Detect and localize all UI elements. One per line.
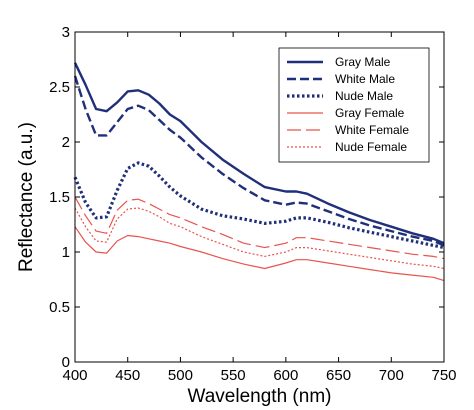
- x-tick-label: 450: [115, 367, 140, 384]
- legend-label: White Male: [335, 72, 395, 86]
- x-tick-label: 500: [168, 367, 193, 384]
- x-tick-label: 750: [431, 367, 456, 384]
- y-axis-label: Reflectance (a.u.): [16, 122, 37, 272]
- y-tick-label: 0.5: [49, 299, 70, 316]
- x-tick-label: 550: [221, 367, 246, 384]
- series-line-white-female: [74, 196, 445, 260]
- x-tick-label: 400: [62, 367, 87, 384]
- legend-label: Nude Female: [335, 140, 407, 154]
- x-tick-label: 650: [326, 367, 351, 384]
- y-tick-label: 1.5: [49, 189, 70, 206]
- legend: Gray Male White Male Nude Male Gray Female W…: [278, 47, 430, 163]
- y-axis-ticks: 0 0.5 1 1.5 2 2.5 3: [49, 24, 444, 371]
- series-line-nude-male: [73, 161, 445, 250]
- plot-frame: [74, 31, 445, 363]
- x-axis-label: Wavelength (nm): [188, 386, 332, 407]
- series-line-gray-female: [74, 226, 445, 282]
- series-line-nude-female: [74, 207, 445, 270]
- legend-label: Gray Male: [335, 55, 391, 69]
- y-tick-label: 3: [62, 24, 70, 41]
- x-axis-ticks: 400 450 500 550 600 650 700 750: [62, 32, 457, 384]
- y-tick-label: 2.5: [49, 79, 70, 96]
- x-tick-label: 600: [273, 367, 298, 384]
- legend-label: White Female: [335, 123, 409, 137]
- y-tick-label: 1: [62, 244, 70, 261]
- series-lines: [73, 62, 445, 282]
- series-line-gray-male: [73, 62, 445, 245]
- legend-items: Gray Male White Male Nude Male Gray Female W…: [287, 55, 409, 154]
- y-tick-label: 0: [62, 354, 70, 371]
- legend-label: Gray Female: [335, 106, 405, 120]
- legend-box: [278, 47, 430, 163]
- x-tick-label: 700: [379, 367, 404, 384]
- series-line-white-male: [73, 75, 445, 247]
- legend-label: Nude Male: [335, 89, 393, 103]
- y-tick-label: 2: [62, 134, 70, 151]
